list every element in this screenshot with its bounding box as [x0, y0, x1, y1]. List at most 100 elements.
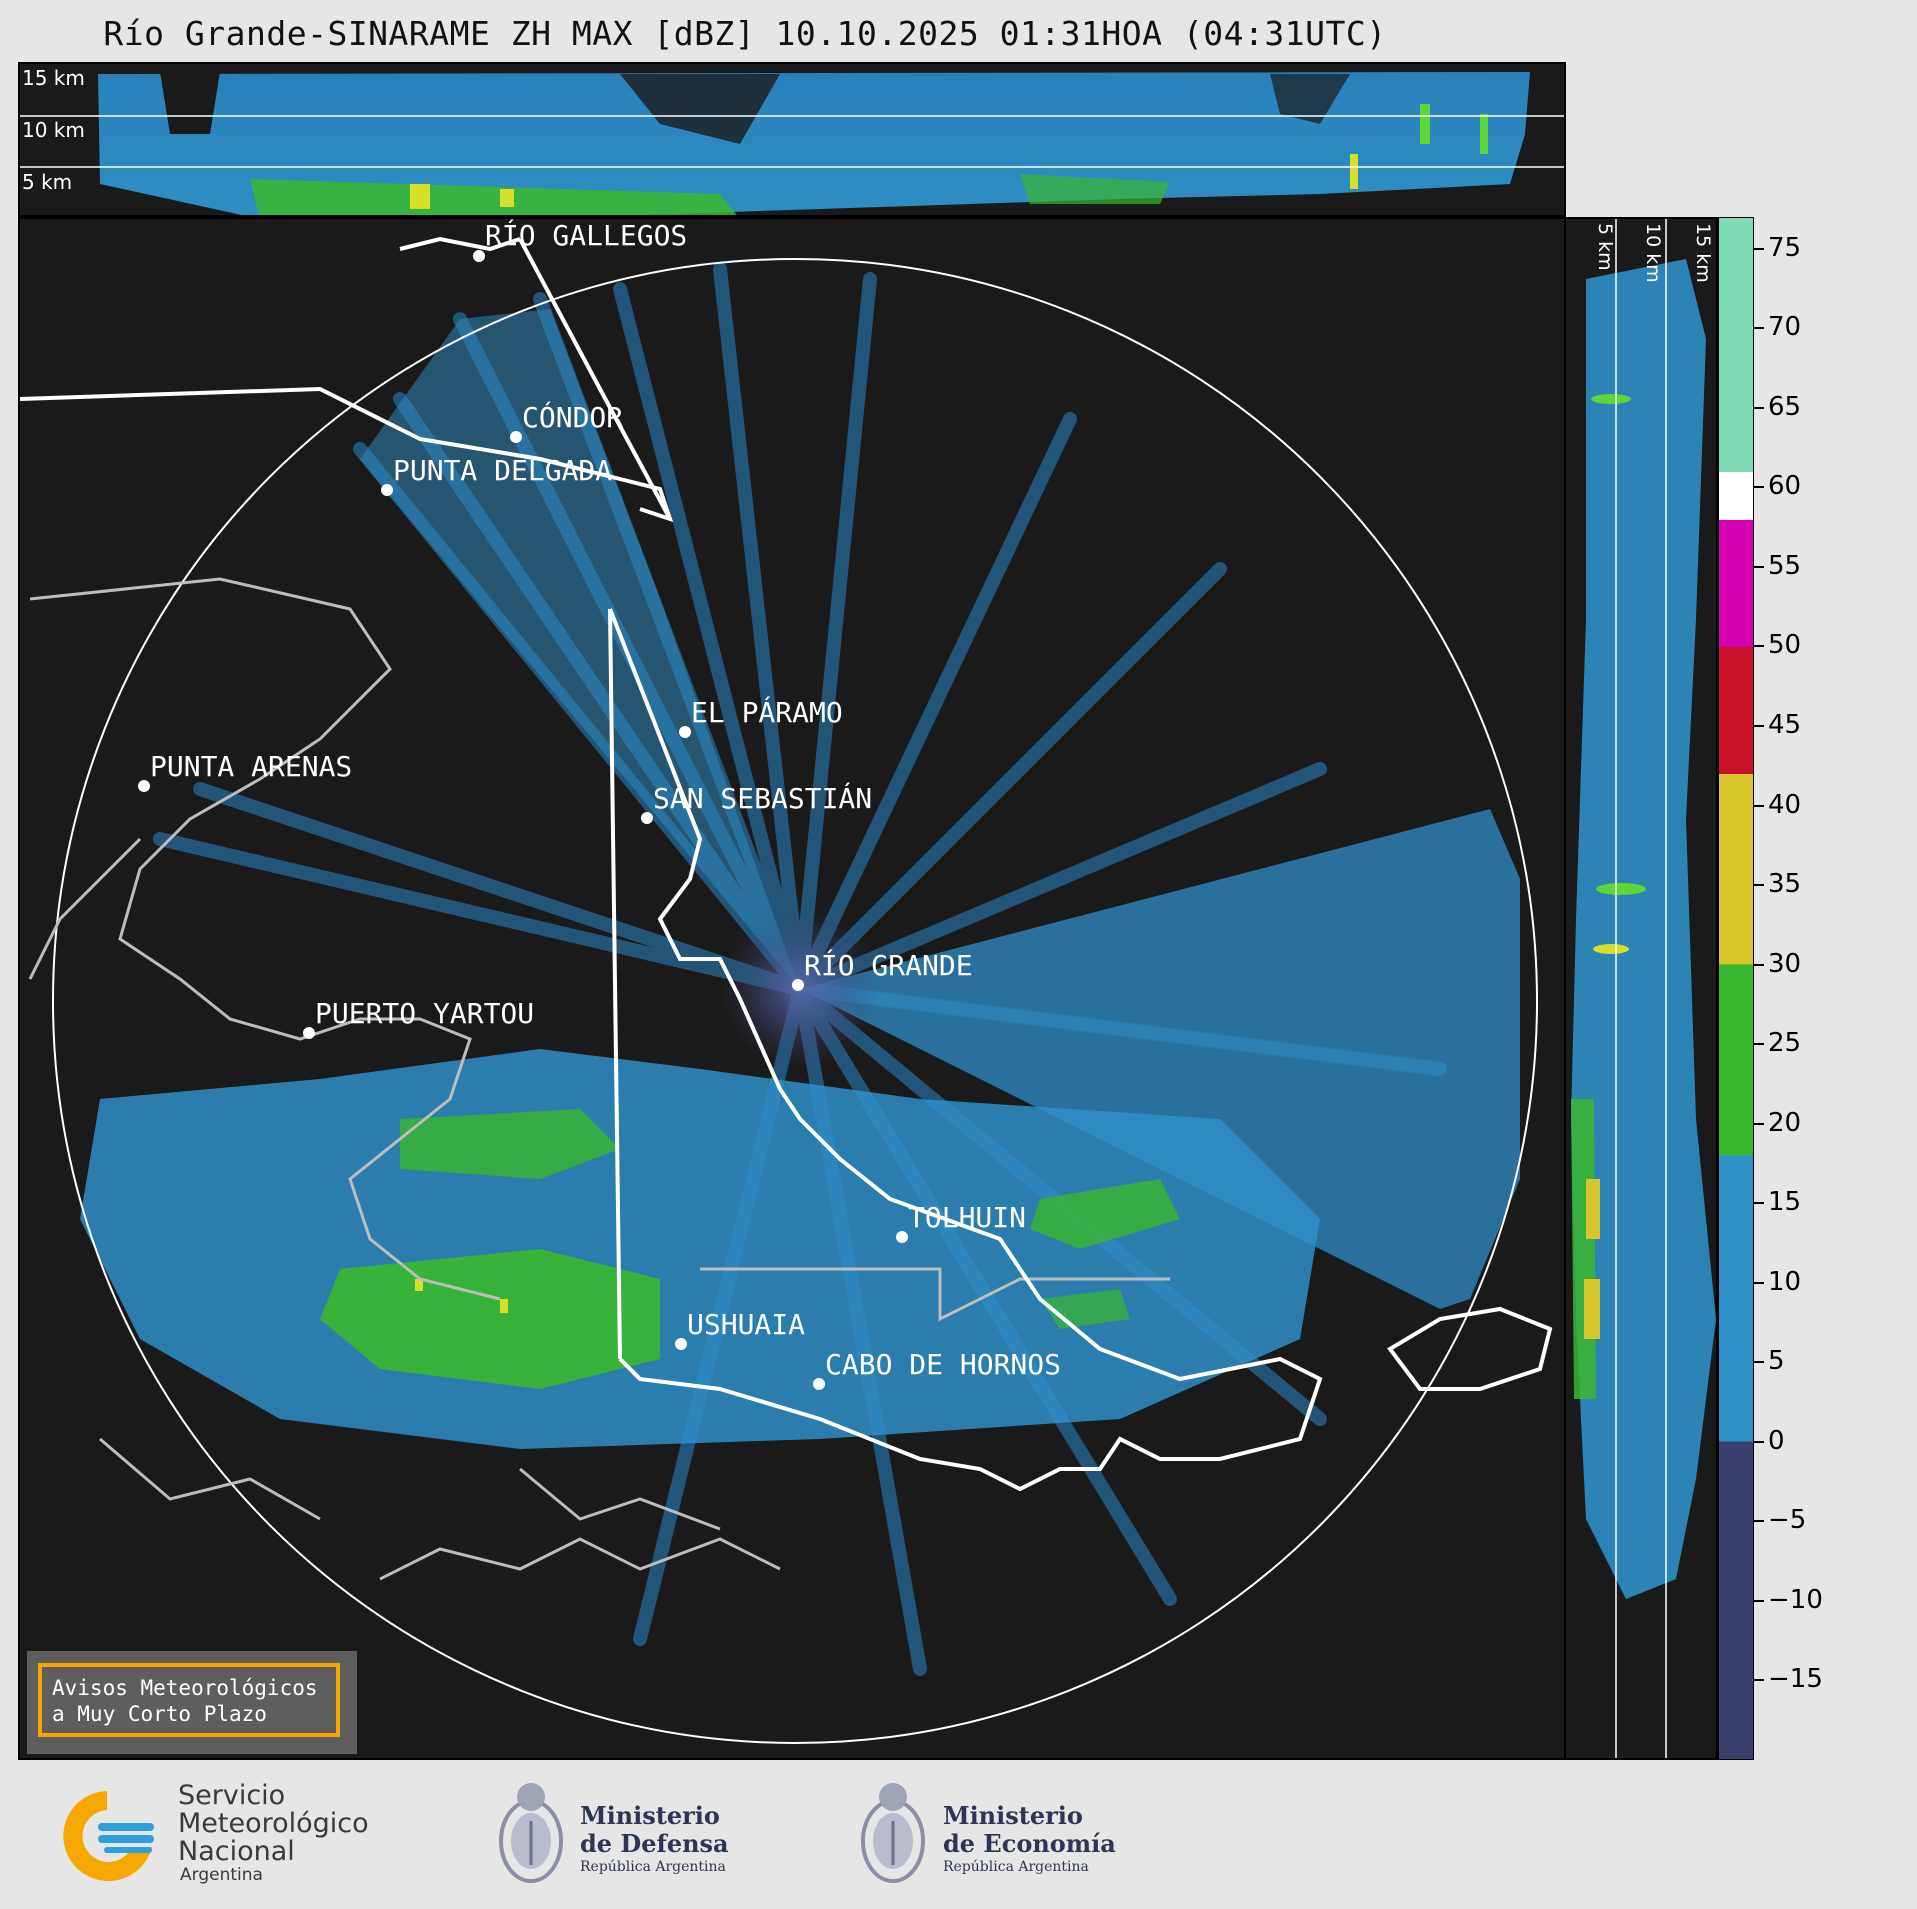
- coastlines: [28, 577, 1170, 1581]
- colorbar-tick: [1754, 406, 1764, 409]
- colorbar-tick: [1754, 1361, 1764, 1364]
- city-label-punta-delgada: PUNTA DELGADA: [393, 454, 613, 487]
- city-dot-rio-gallegos: [473, 250, 485, 262]
- green-echo-2: [400, 1109, 620, 1179]
- colorbar-tick-label: 0: [1768, 1425, 1785, 1456]
- colorbar-tick-label: −15: [1768, 1664, 1823, 1695]
- colorbar-tick: [1754, 1281, 1764, 1284]
- colorbar-tick-label: 30: [1768, 948, 1802, 979]
- city-label-tolhuin: TOLHUIN: [908, 1201, 1027, 1234]
- altitude-label-10km: 10 km: [22, 118, 85, 142]
- colorbar-tick-label: 10: [1768, 1266, 1802, 1297]
- colorbar-tick: [1754, 1520, 1764, 1523]
- east-echo-wedge: [800, 809, 1520, 1309]
- smn-logo-text: Servicio Meteorológico Nacional Argentin…: [178, 1780, 369, 1885]
- borders: [20, 236, 1323, 1492]
- colorbar-tick-label: 25: [1768, 1028, 1802, 1059]
- colorbar-tick: [1754, 1122, 1764, 1125]
- city-dot-san-sebastian: [641, 812, 653, 824]
- colorbar-tick: [1754, 1043, 1764, 1046]
- smn-line-4: Argentina: [180, 1865, 263, 1885]
- colorbar-tick: [1754, 1440, 1764, 1443]
- city-label-el-paramo: EL PÁRAMO: [691, 696, 843, 729]
- colorbar-tick-label: 60: [1768, 471, 1802, 502]
- northwest-echo-wedge: [360, 309, 800, 989]
- altitude-label-5km: 5 km: [22, 170, 73, 194]
- colorbar-tick-label: 15: [1768, 1187, 1802, 1218]
- top-cross-section: 15 km 10 km 5 km: [18, 62, 1566, 217]
- colorbar-tick-label: 70: [1768, 312, 1802, 343]
- right-cross-section-echoes: [1571, 219, 1716, 1758]
- argentina-seal-icon-defensa: [495, 1775, 567, 1893]
- smn-line-2: Meteorológico: [178, 1808, 369, 1839]
- radar-map: RÍO GALLEGOS CÓNDOR PUNTA DELGADA EL PÁR…: [18, 217, 1566, 1760]
- colorbar-tick-label: 20: [1768, 1107, 1802, 1138]
- aviso-box-border: Avisos Meteorológicos a Muy Corto Plazo: [38, 1663, 340, 1737]
- aviso-line-2: a Muy Corto Plazo: [52, 1702, 267, 1726]
- smn-line-1: Servicio: [178, 1780, 286, 1811]
- city-label-rio-grande: RÍO GRANDE: [804, 949, 973, 982]
- colorbar-tick-label: −10: [1768, 1584, 1823, 1615]
- economia-line-1: Ministerio: [943, 1801, 1083, 1830]
- altitude-label-5km-right: 5 km: [1594, 223, 1616, 271]
- colorbar-tick: [1754, 1679, 1764, 1682]
- colorbar-tick-label: −5: [1768, 1505, 1807, 1536]
- colorbar: [1718, 217, 1754, 1760]
- colorbar-tick: [1754, 963, 1764, 966]
- altitude-label-15km: 15 km: [22, 66, 85, 90]
- city-label-condor: CÓNDOR: [522, 401, 624, 434]
- colorbar-tick-label: 40: [1768, 789, 1802, 820]
- city-dot-puerto-yartou: [303, 1027, 315, 1039]
- right-cross-section: 5 km 10 km 15 km: [1564, 217, 1718, 1760]
- colorbar-tick: [1754, 725, 1764, 728]
- colorbar-tick: [1754, 486, 1764, 489]
- city-dot-rio-grande: [792, 979, 804, 991]
- city-label-cabo-de-hornos: CABO DE HORNOS: [825, 1348, 1062, 1381]
- argentina-seal-icon-economia: [857, 1775, 929, 1893]
- colorbar-tick-label: 5: [1768, 1346, 1785, 1377]
- colorbar-tick: [1754, 1599, 1764, 1602]
- city-label-san-sebastian: SAN SEBASTIÁN: [653, 782, 873, 815]
- city-dot-punta-arenas: [138, 780, 150, 792]
- city-dot-condor: [510, 431, 522, 443]
- chart-title: Río Grande-SINARAME ZH MAX [dBZ] 10.10.2…: [103, 14, 1387, 53]
- city-dot-ushuaia: [675, 1338, 687, 1350]
- defensa-line-3: República Argentina: [580, 1859, 726, 1875]
- aviso-line-1: Avisos Meteorológicos: [52, 1676, 318, 1700]
- colorbar-tick: [1754, 565, 1764, 568]
- colorbar-tick-label: 75: [1768, 232, 1802, 263]
- city-label-punta-arenas: PUNTA ARENAS: [150, 750, 353, 783]
- defensa-logo-text: Ministerio de Defensa República Argentin…: [580, 1802, 729, 1876]
- smn-line-3: Nacional: [178, 1836, 295, 1867]
- smn-logo-icon: [58, 1787, 156, 1885]
- economia-line-3: República Argentina: [943, 1859, 1089, 1875]
- radar-map-canvas: [20, 236, 1553, 1744]
- economia-logo-text: Ministerio de Economía República Argenti…: [943, 1802, 1116, 1876]
- colorbar-tick: [1754, 804, 1764, 807]
- colorbar-tick-label: 55: [1768, 550, 1802, 581]
- city-label-ushuaia: USHUAIA: [687, 1308, 806, 1341]
- city-dot-punta-delgada: [381, 484, 393, 496]
- island-outline: [1387, 1306, 1553, 1391]
- city-dot-cabo-de-hornos: [813, 1378, 825, 1390]
- colorbar-tick-label: 50: [1768, 630, 1802, 661]
- city-label-rio-gallegos: RÍO GALLEGOS: [485, 219, 688, 252]
- colorbar-tick: [1754, 1202, 1764, 1205]
- city-dot-tolhuin: [896, 1231, 908, 1243]
- colorbar-tick: [1754, 645, 1764, 648]
- colorbar-tick-label: 45: [1768, 710, 1802, 741]
- top-cross-section-echoes: [20, 72, 1564, 215]
- green-echo-1: [320, 1249, 660, 1389]
- defensa-line-1: Ministerio: [580, 1801, 720, 1830]
- range-ring: [52, 258, 1538, 1744]
- colorbar-tick: [1754, 247, 1764, 250]
- city-dot-el-paramo: [679, 726, 691, 738]
- yellow-echo-1: [500, 1299, 508, 1313]
- yellow-echo-2: [415, 1279, 423, 1291]
- colorbar-tick: [1754, 327, 1764, 330]
- aviso-box: Avisos Meteorológicos a Muy Corto Plazo: [27, 1651, 357, 1754]
- economia-line-2: de Economía: [943, 1829, 1116, 1858]
- defensa-line-2: de Defensa: [580, 1829, 729, 1858]
- colorbar-tick-label: 65: [1768, 391, 1802, 422]
- colorbar-tick: [1754, 884, 1764, 887]
